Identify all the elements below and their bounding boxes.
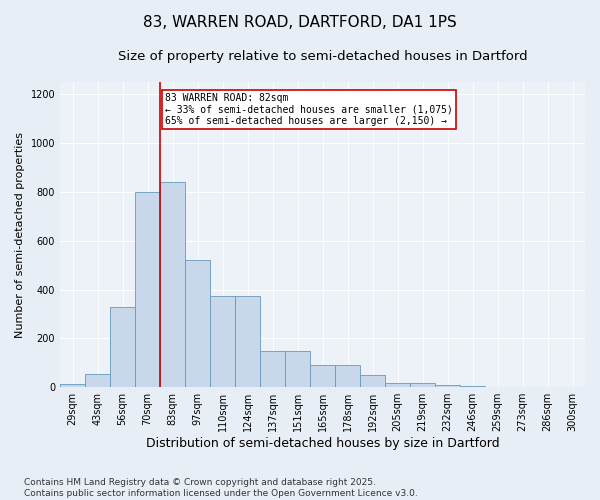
Bar: [310, 365, 335, 387]
X-axis label: Distribution of semi-detached houses by size in Dartford: Distribution of semi-detached houses by …: [146, 437, 499, 450]
Bar: [410, 383, 435, 387]
Text: Contains HM Land Registry data © Crown copyright and database right 2025.
Contai: Contains HM Land Registry data © Crown c…: [24, 478, 418, 498]
Text: 83, WARREN ROAD, DARTFORD, DA1 1PS: 83, WARREN ROAD, DARTFORD, DA1 1PS: [143, 15, 457, 30]
Bar: [335, 365, 360, 387]
Bar: [435, 386, 460, 387]
Bar: [185, 260, 210, 387]
Bar: [110, 306, 135, 387]
Bar: [85, 374, 110, 387]
Bar: [135, 192, 160, 387]
Bar: [285, 350, 310, 387]
Text: 83 WARREN ROAD: 82sqm
← 33% of semi-detached houses are smaller (1,075)
65% of s: 83 WARREN ROAD: 82sqm ← 33% of semi-deta…: [165, 93, 453, 126]
Bar: [235, 296, 260, 387]
Bar: [460, 386, 485, 387]
Bar: [160, 182, 185, 387]
Y-axis label: Number of semi-detached properties: Number of semi-detached properties: [15, 132, 25, 338]
Bar: [60, 384, 85, 387]
Bar: [360, 375, 385, 387]
Bar: [260, 350, 285, 387]
Title: Size of property relative to semi-detached houses in Dartford: Size of property relative to semi-detach…: [118, 50, 527, 63]
Bar: [385, 383, 410, 387]
Bar: [210, 296, 235, 387]
